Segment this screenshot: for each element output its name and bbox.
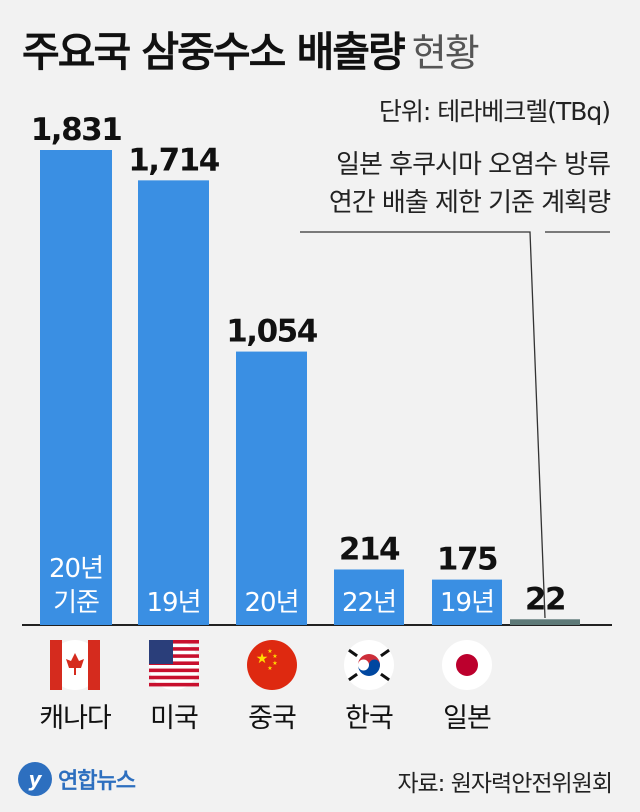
bar-year-label-0-0: 20년 (49, 554, 103, 584)
title-sub: 현황 (411, 31, 480, 75)
bar-value-label-0: 1,831 (31, 112, 122, 148)
bar-year-label-0-1: 기준 (53, 588, 99, 618)
country-label-2: 중국 (248, 703, 296, 734)
usa-flag-icon (149, 640, 199, 690)
chart-title: 주요국 삼중수소 배출량 현황 (22, 18, 480, 78)
taeguk-blue-icon (358, 659, 380, 676)
bar-0 (40, 150, 112, 625)
logo-text: 연합뉴스 (58, 769, 136, 794)
usa-flag-canton (149, 640, 173, 664)
country-label-1: 미국 (150, 703, 198, 734)
usa-flag-stripe-2 (149, 654, 199, 658)
bar-3 (334, 569, 404, 625)
usa-flag-stripe-0 (149, 640, 199, 644)
bar-4 (432, 579, 502, 625)
bar-2 (236, 351, 307, 625)
country-label-3: 한국 (345, 703, 393, 734)
bar-year-label-2-0: 20년 (244, 588, 298, 618)
usa-flag-stripe-3 (149, 661, 199, 665)
trigram-icon-0 (348, 648, 358, 658)
canada-flag-icon (50, 640, 100, 690)
bar-year-label-4-0: 19년 (440, 588, 494, 618)
canada-flag-band-right (88, 640, 100, 690)
korea-flag-icon (344, 640, 394, 690)
japan-plan-note: 일본 후쿠시마 오염수 방류 연간 배출 제한 기준 계획량 (270, 146, 611, 222)
source-label: 자료: 원자력안전위원회 (397, 771, 613, 797)
bar-value-label-4: 175 (437, 542, 497, 578)
japan-flag-icon (442, 640, 492, 690)
usa-flag-stripe-6 (149, 682, 199, 687)
bar-year-label-1-0: 19년 (146, 588, 200, 618)
unit-label: 단위: 테라베크렐(TBq) (378, 97, 611, 126)
trigram-icon-3 (380, 672, 390, 682)
note-line-2: 연간 배출 제한 기준 계획량 (328, 188, 611, 218)
maple-leaf-icon (66, 653, 84, 675)
china-flag-small-star-1: ★ (272, 653, 277, 660)
trigram-icon-2 (348, 672, 358, 682)
usa-flag-stripe-5 (149, 675, 199, 680)
china-flag-small-star-2: ★ (272, 660, 277, 667)
note-leader-line (300, 231, 546, 619)
china-flag-small-star-3: ★ (267, 665, 272, 672)
yonhap-logo: y 연합뉴스 (18, 762, 136, 796)
note-line-1: 일본 후쿠시마 오염수 방류 (336, 150, 611, 180)
bar-value-label-5: 22 (525, 581, 565, 617)
usa-flag-stripe-4 (149, 668, 199, 673)
japan-flag-sun-icon (456, 654, 478, 676)
china-flag-small-star-0: ★ (267, 648, 272, 655)
title-main: 주요국 삼중수소 배출량 (22, 28, 406, 76)
logo-mark-icon: y (18, 762, 52, 796)
bar-5 (510, 619, 580, 625)
taeguk-red-icon (358, 654, 380, 671)
bar-year-label-3-0: 22년 (342, 588, 396, 618)
bar-1 (138, 180, 209, 625)
china-flag-icon (247, 640, 297, 690)
china-flag-star-icon: ★ (256, 651, 269, 667)
usa-flag-stripe-1 (149, 647, 199, 651)
bar-value-label-2: 1,054 (226, 314, 317, 350)
country-label-4: 일본 (443, 703, 491, 734)
country-label-0: 캐나다 (39, 703, 112, 734)
bar-value-label-1: 1,714 (128, 142, 219, 178)
canada-flag-band-left (50, 640, 62, 690)
trigram-icon-1 (380, 648, 390, 658)
bar-value-label-3: 214 (339, 531, 400, 567)
